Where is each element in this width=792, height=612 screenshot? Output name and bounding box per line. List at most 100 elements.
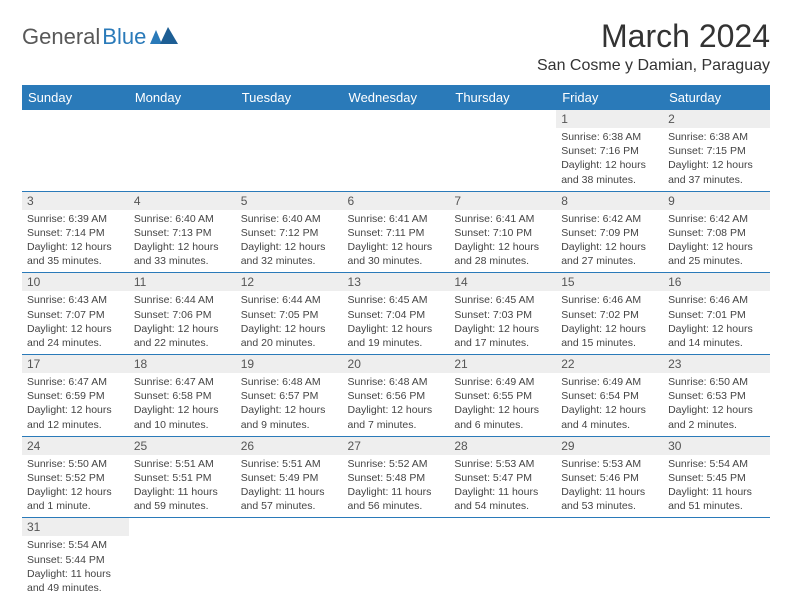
day-number: 1 <box>556 110 663 128</box>
logo-text-blue: Blue <box>102 24 146 50</box>
day-number: 23 <box>663 355 770 373</box>
calendar-cell: 12Sunrise: 6:44 AMSunset: 7:05 PMDayligh… <box>236 273 343 355</box>
day-number: 17 <box>22 355 129 373</box>
calendar-cell: 26Sunrise: 5:51 AMSunset: 5:49 PMDayligh… <box>236 436 343 518</box>
day-number: 3 <box>22 192 129 210</box>
weekday-header: Friday <box>556 85 663 110</box>
calendar-cell: 8Sunrise: 6:42 AMSunset: 7:09 PMDaylight… <box>556 191 663 273</box>
day-number: 24 <box>22 437 129 455</box>
calendar-cell: 29Sunrise: 5:53 AMSunset: 5:46 PMDayligh… <box>556 436 663 518</box>
day-details: Sunrise: 6:45 AMSunset: 7:03 PMDaylight:… <box>449 291 556 354</box>
calendar-cell: 5Sunrise: 6:40 AMSunset: 7:12 PMDaylight… <box>236 191 343 273</box>
day-details: Sunrise: 6:48 AMSunset: 6:57 PMDaylight:… <box>236 373 343 436</box>
calendar-cell <box>22 110 129 191</box>
calendar-cell <box>449 110 556 191</box>
day-details: Sunrise: 5:53 AMSunset: 5:46 PMDaylight:… <box>556 455 663 518</box>
day-details: Sunrise: 6:41 AMSunset: 7:11 PMDaylight:… <box>343 210 450 273</box>
day-details: Sunrise: 6:38 AMSunset: 7:15 PMDaylight:… <box>663 128 770 191</box>
calendar-cell: 3Sunrise: 6:39 AMSunset: 7:14 PMDaylight… <box>22 191 129 273</box>
day-details: Sunrise: 6:40 AMSunset: 7:12 PMDaylight:… <box>236 210 343 273</box>
day-details: Sunrise: 6:44 AMSunset: 7:06 PMDaylight:… <box>129 291 236 354</box>
header: General Blue March 2024 San Cosme y Dami… <box>22 18 770 75</box>
logo: General Blue <box>22 24 178 50</box>
calendar-cell: 9Sunrise: 6:42 AMSunset: 7:08 PMDaylight… <box>663 191 770 273</box>
day-number: 4 <box>129 192 236 210</box>
calendar-cell: 17Sunrise: 6:47 AMSunset: 6:59 PMDayligh… <box>22 355 129 437</box>
day-number: 18 <box>129 355 236 373</box>
calendar-cell: 31Sunrise: 5:54 AMSunset: 5:44 PMDayligh… <box>22 518 129 599</box>
calendar-cell <box>236 110 343 191</box>
calendar-cell: 4Sunrise: 6:40 AMSunset: 7:13 PMDaylight… <box>129 191 236 273</box>
calendar-cell: 20Sunrise: 6:48 AMSunset: 6:56 PMDayligh… <box>343 355 450 437</box>
day-details: Sunrise: 5:52 AMSunset: 5:48 PMDaylight:… <box>343 455 450 518</box>
day-details: Sunrise: 6:42 AMSunset: 7:09 PMDaylight:… <box>556 210 663 273</box>
calendar-cell <box>663 518 770 599</box>
day-number: 30 <box>663 437 770 455</box>
day-number: 7 <box>449 192 556 210</box>
day-details: Sunrise: 5:51 AMSunset: 5:51 PMDaylight:… <box>129 455 236 518</box>
day-details: Sunrise: 5:53 AMSunset: 5:47 PMDaylight:… <box>449 455 556 518</box>
day-number: 5 <box>236 192 343 210</box>
flag-icon <box>150 27 178 48</box>
weekday-header: Thursday <box>449 85 556 110</box>
weekday-header: Saturday <box>663 85 770 110</box>
day-details: Sunrise: 6:49 AMSunset: 6:54 PMDaylight:… <box>556 373 663 436</box>
day-number: 29 <box>556 437 663 455</box>
calendar-cell: 25Sunrise: 5:51 AMSunset: 5:51 PMDayligh… <box>129 436 236 518</box>
day-number: 10 <box>22 273 129 291</box>
calendar-cell <box>556 518 663 599</box>
day-details: Sunrise: 5:54 AMSunset: 5:45 PMDaylight:… <box>663 455 770 518</box>
calendar-cell: 2Sunrise: 6:38 AMSunset: 7:15 PMDaylight… <box>663 110 770 191</box>
calendar-cell: 24Sunrise: 5:50 AMSunset: 5:52 PMDayligh… <box>22 436 129 518</box>
day-details: Sunrise: 6:50 AMSunset: 6:53 PMDaylight:… <box>663 373 770 436</box>
calendar-cell: 14Sunrise: 6:45 AMSunset: 7:03 PMDayligh… <box>449 273 556 355</box>
calendar-cell <box>343 518 450 599</box>
calendar-header-row: SundayMondayTuesdayWednesdayThursdayFrid… <box>22 85 770 110</box>
calendar-cell <box>129 110 236 191</box>
calendar-cell <box>449 518 556 599</box>
weekday-header: Tuesday <box>236 85 343 110</box>
logo-text-general: General <box>22 24 100 50</box>
weekday-header: Wednesday <box>343 85 450 110</box>
title-block: March 2024 San Cosme y Damian, Paraguay <box>537 18 770 75</box>
day-number: 6 <box>343 192 450 210</box>
day-number: 28 <box>449 437 556 455</box>
day-number: 27 <box>343 437 450 455</box>
calendar-cell: 16Sunrise: 6:46 AMSunset: 7:01 PMDayligh… <box>663 273 770 355</box>
day-details: Sunrise: 5:50 AMSunset: 5:52 PMDaylight:… <box>22 455 129 518</box>
calendar-cell: 28Sunrise: 5:53 AMSunset: 5:47 PMDayligh… <box>449 436 556 518</box>
day-details: Sunrise: 6:43 AMSunset: 7:07 PMDaylight:… <box>22 291 129 354</box>
day-details: Sunrise: 6:42 AMSunset: 7:08 PMDaylight:… <box>663 210 770 273</box>
calendar-cell: 18Sunrise: 6:47 AMSunset: 6:58 PMDayligh… <box>129 355 236 437</box>
day-number: 20 <box>343 355 450 373</box>
day-details: Sunrise: 5:54 AMSunset: 5:44 PMDaylight:… <box>22 536 129 599</box>
calendar-cell: 19Sunrise: 6:48 AMSunset: 6:57 PMDayligh… <box>236 355 343 437</box>
day-number: 22 <box>556 355 663 373</box>
day-details: Sunrise: 6:46 AMSunset: 7:01 PMDaylight:… <box>663 291 770 354</box>
day-number: 2 <box>663 110 770 128</box>
day-number: 31 <box>22 518 129 536</box>
day-number: 13 <box>343 273 450 291</box>
calendar-cell: 7Sunrise: 6:41 AMSunset: 7:10 PMDaylight… <box>449 191 556 273</box>
day-details: Sunrise: 6:39 AMSunset: 7:14 PMDaylight:… <box>22 210 129 273</box>
calendar-cell: 22Sunrise: 6:49 AMSunset: 6:54 PMDayligh… <box>556 355 663 437</box>
calendar-table: SundayMondayTuesdayWednesdayThursdayFrid… <box>22 85 770 599</box>
day-details: Sunrise: 6:48 AMSunset: 6:56 PMDaylight:… <box>343 373 450 436</box>
calendar-cell <box>129 518 236 599</box>
calendar-cell: 21Sunrise: 6:49 AMSunset: 6:55 PMDayligh… <box>449 355 556 437</box>
day-details: Sunrise: 6:47 AMSunset: 6:58 PMDaylight:… <box>129 373 236 436</box>
day-details: Sunrise: 5:51 AMSunset: 5:49 PMDaylight:… <box>236 455 343 518</box>
day-number: 21 <box>449 355 556 373</box>
page-title: March 2024 <box>537 18 770 55</box>
calendar-cell: 27Sunrise: 5:52 AMSunset: 5:48 PMDayligh… <box>343 436 450 518</box>
weekday-header: Sunday <box>22 85 129 110</box>
day-details: Sunrise: 6:40 AMSunset: 7:13 PMDaylight:… <box>129 210 236 273</box>
day-details: Sunrise: 6:47 AMSunset: 6:59 PMDaylight:… <box>22 373 129 436</box>
day-number: 12 <box>236 273 343 291</box>
day-details: Sunrise: 6:45 AMSunset: 7:04 PMDaylight:… <box>343 291 450 354</box>
calendar-cell <box>236 518 343 599</box>
calendar-cell <box>343 110 450 191</box>
day-number: 9 <box>663 192 770 210</box>
day-details: Sunrise: 6:44 AMSunset: 7:05 PMDaylight:… <box>236 291 343 354</box>
calendar-cell: 6Sunrise: 6:41 AMSunset: 7:11 PMDaylight… <box>343 191 450 273</box>
